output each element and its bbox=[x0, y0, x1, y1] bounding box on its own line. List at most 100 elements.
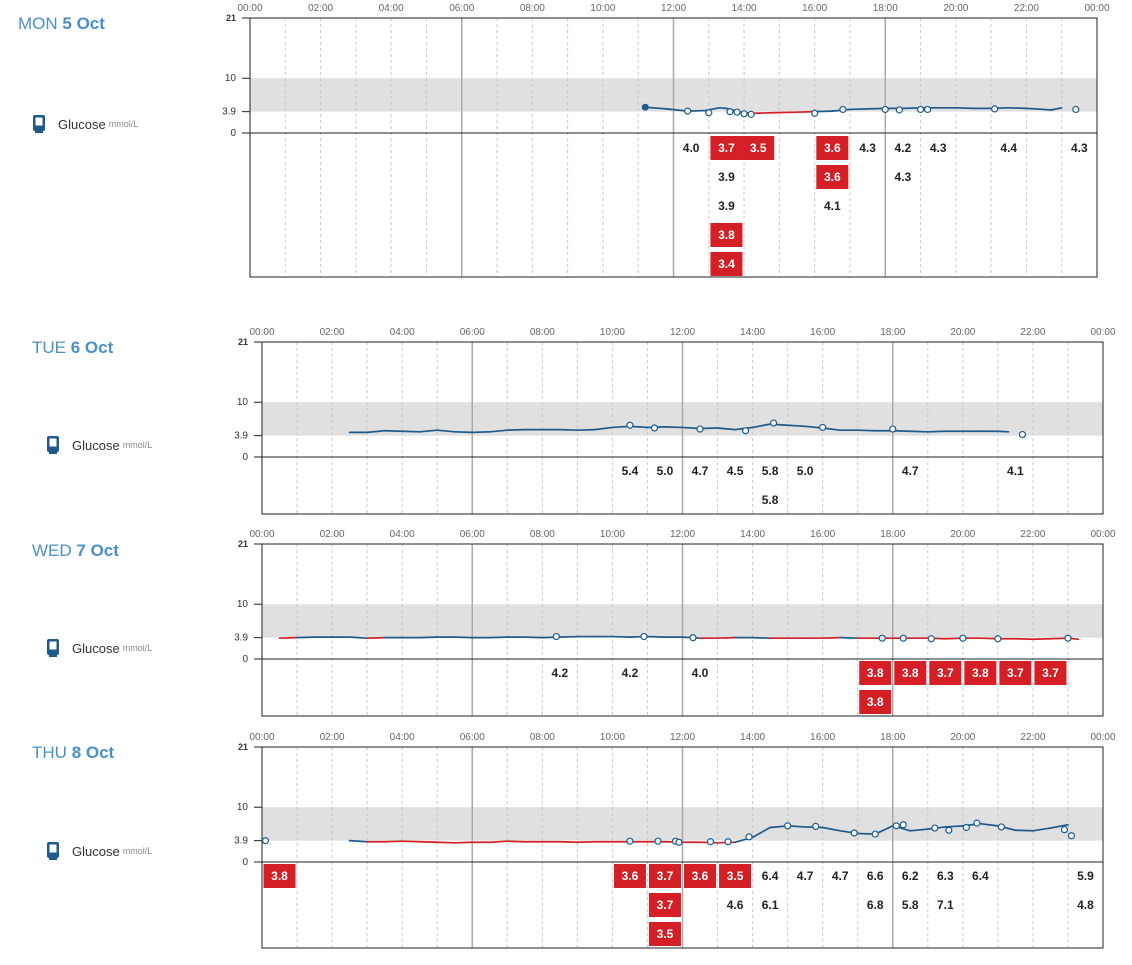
reading-point bbox=[1064, 634, 1072, 642]
glucose-line-segment bbox=[1032, 637, 1052, 641]
low-reading-badge bbox=[1034, 661, 1067, 685]
reading-point bbox=[640, 632, 648, 641]
chart-frame bbox=[261, 341, 1104, 515]
low-reading-value: 3.6 bbox=[824, 141, 841, 155]
x-tick-label: 00:00 bbox=[249, 529, 274, 540]
x-tick-label: 20:00 bbox=[950, 529, 975, 540]
reading-value: 6.3 bbox=[937, 869, 954, 883]
series-legend: Glucose mmol/L bbox=[46, 638, 152, 658]
reading-value: 4.1 bbox=[1007, 464, 1024, 478]
reading-point bbox=[650, 424, 659, 432]
x-tick-label: 00:00 bbox=[1090, 732, 1115, 743]
reading-point bbox=[745, 833, 753, 841]
low-reading-badge bbox=[648, 922, 681, 946]
reading-point bbox=[962, 823, 970, 832]
low-reading-value: 3.8 bbox=[867, 695, 884, 709]
x-tick-label: 04:00 bbox=[379, 3, 404, 14]
x-tick-label: 08:00 bbox=[530, 529, 555, 540]
x-tick-label: 10:00 bbox=[600, 529, 625, 540]
reading-value: 4.7 bbox=[902, 464, 919, 478]
low-reading-badge bbox=[648, 864, 681, 888]
y-tick-label: 21 bbox=[238, 337, 248, 347]
glucose-line-segment bbox=[909, 430, 929, 433]
low-reading-value: 3.6 bbox=[824, 170, 841, 184]
x-tick-label: 16:00 bbox=[810, 732, 835, 743]
x-tick-label: 18:00 bbox=[880, 732, 905, 743]
series-legend: Glucose mmol/L bbox=[46, 841, 152, 861]
glucose-line-segment bbox=[559, 840, 579, 844]
x-tick-label: 02:00 bbox=[308, 3, 333, 14]
chart-frame bbox=[249, 17, 1098, 278]
glucose-line-segment bbox=[559, 428, 579, 432]
meter-device-icon bbox=[47, 639, 59, 657]
reading-value: 3.9 bbox=[718, 199, 735, 213]
glucose-line-segment bbox=[523, 636, 544, 639]
series-label: Glucose bbox=[58, 116, 106, 132]
reading-value: 4.0 bbox=[683, 141, 700, 155]
x-tick-label: 10:00 bbox=[600, 327, 625, 338]
x-tick-label: 12:00 bbox=[670, 732, 695, 743]
reading-value: 4.7 bbox=[832, 869, 849, 883]
x-tick-label: 00:00 bbox=[1090, 529, 1115, 540]
reading-point bbox=[973, 819, 981, 827]
reading-value: 4.3 bbox=[1071, 141, 1088, 155]
low-reading-value: 3.8 bbox=[271, 869, 288, 883]
reading-point bbox=[878, 634, 886, 642]
day-of-week: THU bbox=[32, 743, 67, 762]
reading-point bbox=[770, 419, 778, 427]
reading-point bbox=[959, 634, 967, 642]
reading-value: 4.2 bbox=[552, 666, 569, 680]
glucose-line-segment bbox=[979, 822, 999, 827]
reading-point bbox=[552, 632, 560, 641]
reading-value: 6.4 bbox=[762, 869, 779, 883]
units-label: mmol/L bbox=[122, 440, 153, 450]
x-tick-label: 20:00 bbox=[950, 732, 975, 743]
glucose-line-segment bbox=[576, 840, 596, 844]
reading-value: 5.0 bbox=[657, 464, 674, 478]
low-reading-value: 3.7 bbox=[657, 869, 674, 883]
reading-point bbox=[784, 822, 792, 830]
x-tick-label: 10:00 bbox=[590, 3, 615, 14]
glucose-line-segment bbox=[856, 429, 877, 432]
x-tick-label: 06:00 bbox=[449, 3, 474, 14]
reading-point bbox=[724, 838, 732, 846]
reading-value: 6.4 bbox=[972, 869, 989, 883]
glucose-line-segment bbox=[453, 430, 474, 434]
glucose-line-segment bbox=[383, 840, 404, 843]
glucose-line-segment bbox=[366, 429, 386, 434]
reading-value: 4.3 bbox=[930, 141, 947, 155]
reading-value: 4.5 bbox=[727, 464, 744, 478]
y-tick-label: 10 bbox=[237, 802, 249, 813]
y-tick-label: 21 bbox=[238, 742, 248, 752]
x-tick-label: 16:00 bbox=[802, 3, 827, 14]
glucose-line-segment bbox=[418, 840, 439, 844]
reading-point bbox=[991, 105, 999, 113]
y-tick-label: 10 bbox=[237, 397, 249, 408]
low-reading-value: 3.8 bbox=[867, 666, 884, 680]
low-reading-value: 3.7 bbox=[937, 666, 954, 680]
reading-value: 5.0 bbox=[797, 464, 814, 478]
x-tick-label: 14:00 bbox=[740, 529, 765, 540]
low-reading-value: 3.7 bbox=[657, 898, 674, 912]
x-tick-label: 08:00 bbox=[530, 732, 555, 743]
glucose-line-segment bbox=[436, 429, 456, 433]
reading-point bbox=[899, 821, 907, 829]
series-label: Glucose bbox=[72, 437, 120, 453]
day-of-week: TUE bbox=[32, 338, 66, 357]
glucose-line-segment bbox=[418, 429, 439, 433]
low-reading-value: 3.6 bbox=[622, 869, 639, 883]
day-of-week: WED bbox=[32, 541, 72, 560]
reading-value: 6.8 bbox=[867, 898, 884, 912]
low-reading-badge bbox=[263, 864, 296, 888]
low-reading-badge bbox=[816, 136, 849, 160]
day-date: 8 Oct bbox=[71, 743, 115, 762]
y-tick-label: 10 bbox=[225, 73, 237, 84]
day-label: MON 5 Oct bbox=[18, 14, 105, 34]
units-label: mmol/L bbox=[108, 119, 139, 129]
x-tick-label: 04:00 bbox=[390, 327, 415, 338]
reading-value: 4.2 bbox=[622, 666, 639, 680]
low-reading-value: 3.8 bbox=[718, 228, 735, 242]
glucose-line-segment bbox=[1014, 637, 1034, 641]
reading-value: 4.6 bbox=[727, 898, 744, 912]
x-tick-label: 08:00 bbox=[530, 327, 555, 338]
